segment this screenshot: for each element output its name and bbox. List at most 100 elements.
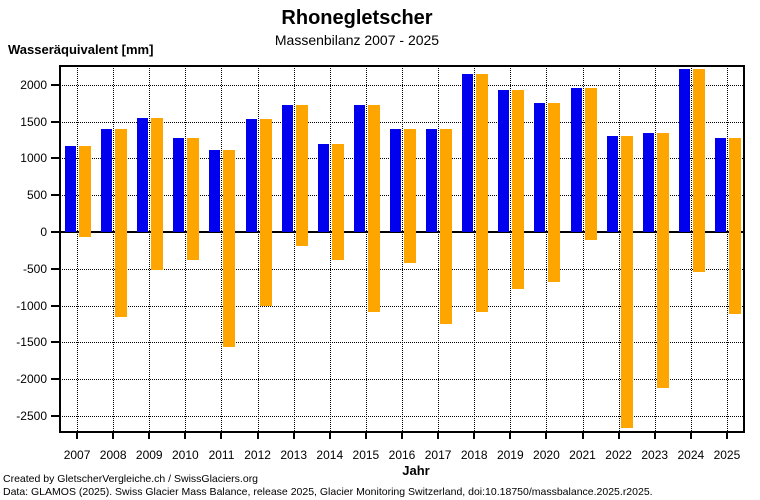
x-tick-label: 2009 bbox=[135, 448, 163, 462]
x-axis-tick bbox=[689, 433, 692, 439]
bar-annual-2012 bbox=[259, 119, 272, 306]
bar-winter-2021 bbox=[570, 87, 582, 233]
bar-annual-2018 bbox=[476, 73, 489, 313]
x-tick-label: 2022 bbox=[605, 448, 632, 462]
x-axis-title: Jahr bbox=[402, 463, 430, 478]
bar-winter-2009 bbox=[137, 117, 149, 233]
bar-winter-2007 bbox=[65, 145, 77, 233]
x-gridline bbox=[546, 65, 548, 433]
x-axis-tick bbox=[401, 433, 403, 439]
x-tick-label: 2017 bbox=[424, 448, 452, 462]
y-tick-label: -1000 bbox=[16, 298, 47, 313]
bar-winter-2012 bbox=[245, 119, 257, 233]
x-axis-tick bbox=[256, 433, 259, 439]
x-gridline bbox=[618, 65, 620, 433]
y-axis-tick bbox=[51, 194, 59, 197]
bar-winter-2023 bbox=[642, 133, 654, 233]
bar-annual-2019 bbox=[512, 90, 525, 290]
bar-annual-2016 bbox=[404, 129, 416, 263]
x-tick-label: 2012 bbox=[244, 448, 271, 462]
bar-winter-2011 bbox=[209, 149, 221, 233]
x-axis-tick bbox=[76, 433, 79, 439]
bar-winter-2014 bbox=[317, 144, 329, 233]
x-gridline bbox=[293, 65, 295, 433]
x-axis-tick bbox=[473, 433, 476, 439]
bar-annual-2007 bbox=[79, 145, 92, 238]
x-gridline bbox=[402, 65, 403, 433]
x-axis-tick bbox=[292, 433, 295, 439]
x-gridline bbox=[221, 65, 223, 433]
x-axis-tick bbox=[184, 433, 187, 439]
bar-winter-2025 bbox=[714, 138, 726, 233]
x-axis-tick bbox=[617, 433, 620, 439]
x-gridline bbox=[329, 65, 331, 433]
x-gridline bbox=[654, 65, 656, 433]
x-gridline bbox=[77, 65, 79, 433]
x-axis-tick bbox=[725, 433, 728, 439]
x-axis-tick bbox=[437, 433, 440, 439]
bar-winter-2013 bbox=[281, 105, 293, 233]
y-axis-tick bbox=[51, 304, 59, 307]
bar-winter-2008 bbox=[101, 129, 113, 233]
bar-winter-2020 bbox=[534, 103, 546, 233]
x-axis-tick bbox=[220, 433, 223, 439]
footer-credit: Created by GletscherVergleiche.ch / Swis… bbox=[3, 473, 259, 485]
bar-annual-2024 bbox=[692, 68, 705, 272]
bar-annual-2013 bbox=[295, 105, 308, 247]
y-tick-label: 500 bbox=[26, 188, 47, 203]
x-axis-tick bbox=[112, 433, 115, 439]
x-axis-tick bbox=[581, 433, 584, 439]
x-tick-label: 2021 bbox=[569, 448, 596, 462]
bar-annual-2022 bbox=[620, 136, 633, 428]
y-axis-tick bbox=[51, 157, 59, 160]
x-gridline bbox=[510, 65, 512, 433]
y-tick-label: 0 bbox=[40, 225, 47, 240]
x-tick-label: 2010 bbox=[172, 448, 199, 462]
chart-subtitle: Massenbilanz 2007 - 2025 bbox=[274, 32, 440, 48]
x-tick-label: 2020 bbox=[533, 448, 560, 462]
y-axis-title: Wasseräquivalent [mm] bbox=[8, 42, 154, 57]
x-gridline bbox=[185, 65, 187, 433]
y-tick-label: -1500 bbox=[16, 335, 47, 350]
bar-annual-2015 bbox=[367, 104, 380, 312]
bar-annual-2021 bbox=[584, 87, 597, 240]
x-tick-label: 2018 bbox=[460, 448, 488, 462]
x-axis-tick bbox=[509, 433, 512, 439]
bar-winter-2024 bbox=[678, 68, 690, 233]
bar-winter-2018 bbox=[462, 73, 474, 233]
y-axis-tick bbox=[51, 120, 59, 123]
x-tick-label: 2007 bbox=[63, 448, 91, 462]
x-gridline bbox=[582, 65, 584, 433]
x-gridline bbox=[113, 65, 115, 433]
bar-annual-2008 bbox=[115, 129, 128, 318]
y-axis-tick bbox=[51, 415, 59, 418]
bar-annual-2010 bbox=[187, 137, 200, 261]
x-tick-label: 2014 bbox=[316, 448, 344, 462]
x-gridline bbox=[438, 65, 440, 433]
x-gridline bbox=[257, 65, 259, 433]
bar-winter-2015 bbox=[353, 104, 365, 233]
y-tick-label: -500 bbox=[22, 261, 47, 276]
x-tick-label: 2019 bbox=[496, 448, 524, 462]
y-tick-label: 2000 bbox=[20, 77, 47, 92]
bar-winter-2010 bbox=[173, 137, 185, 233]
bar-winter-2016 bbox=[390, 129, 401, 233]
x-axis-tick bbox=[364, 433, 367, 439]
x-tick-label: 2016 bbox=[388, 448, 416, 462]
x-gridline bbox=[365, 65, 367, 433]
bar-winter-2022 bbox=[606, 136, 618, 233]
footer-source: Data: GLAMOS (2025). Swiss Glacier Mass … bbox=[3, 486, 653, 498]
x-gridline bbox=[726, 65, 728, 433]
y-axis-tick bbox=[51, 83, 59, 86]
x-axis-tick bbox=[148, 433, 151, 439]
chart-title: Rhonegletscher bbox=[281, 7, 433, 29]
y-axis-tick bbox=[51, 267, 59, 270]
x-tick-label: 2013 bbox=[280, 448, 308, 462]
x-tick-label: 2023 bbox=[641, 448, 669, 462]
y-axis-tick bbox=[51, 378, 59, 381]
bar-annual-2025 bbox=[728, 138, 741, 315]
x-gridline bbox=[690, 65, 692, 433]
x-tick-label: 2024 bbox=[677, 448, 705, 462]
bar-winter-2019 bbox=[498, 90, 510, 233]
